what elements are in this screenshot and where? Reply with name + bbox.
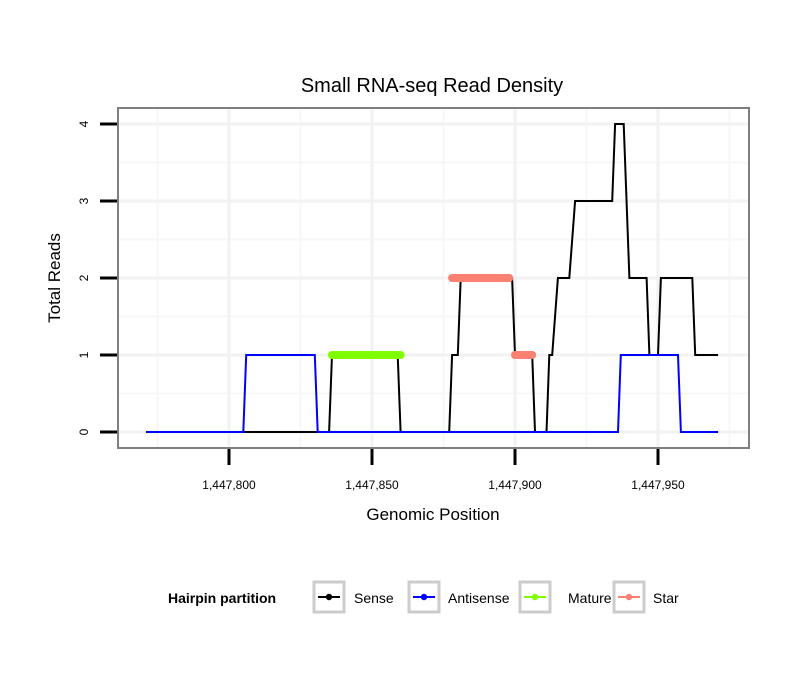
y-axis-label: Total Reads [45, 233, 64, 323]
legend-label: Sense [354, 590, 394, 606]
legend: Hairpin partition Sense Antisense Mature St… [168, 580, 679, 614]
legend-title: Hairpin partition [168, 590, 276, 606]
legend-key-point [625, 593, 633, 601]
legend-key-point [325, 593, 333, 601]
legend-label: Mature [568, 590, 612, 606]
legend-item-star: Star [612, 580, 679, 614]
x-axis: 1,447,800 1,447,850 1,447,900 1,447,950 [202, 449, 685, 492]
x-tick-label: 1,447,900 [488, 478, 542, 492]
y-tick-label: 1 [77, 351, 91, 358]
y-tick-label: 0 [77, 428, 91, 435]
legend-item-mature: Mature [518, 580, 612, 614]
chart-title: Small RNA-seq Read Density [301, 75, 563, 97]
series-line-antisense [146, 354, 719, 433]
x-tick-label: 1,447,850 [345, 478, 399, 492]
y-tick-label: 2 [77, 274, 91, 281]
x-tick-label: 1,447,950 [631, 478, 685, 492]
legend-key-point [531, 593, 539, 601]
legend-label: Antisense [448, 590, 510, 606]
x-tick-label: 1,447,800 [202, 478, 256, 492]
y-tick-label: 3 [77, 197, 91, 204]
series-layer [146, 123, 719, 433]
x-axis-label: Genomic Position [366, 505, 499, 524]
y-tick-label: 4 [77, 120, 91, 127]
legend-key-point [420, 593, 428, 601]
y-axis: 0 1 2 3 4 [77, 120, 117, 435]
legend-item-sense: Sense [312, 580, 394, 614]
legend-item-antisense: Antisense [407, 580, 510, 614]
legend-label: Star [653, 590, 679, 606]
plot-panel-border [117, 107, 750, 449]
